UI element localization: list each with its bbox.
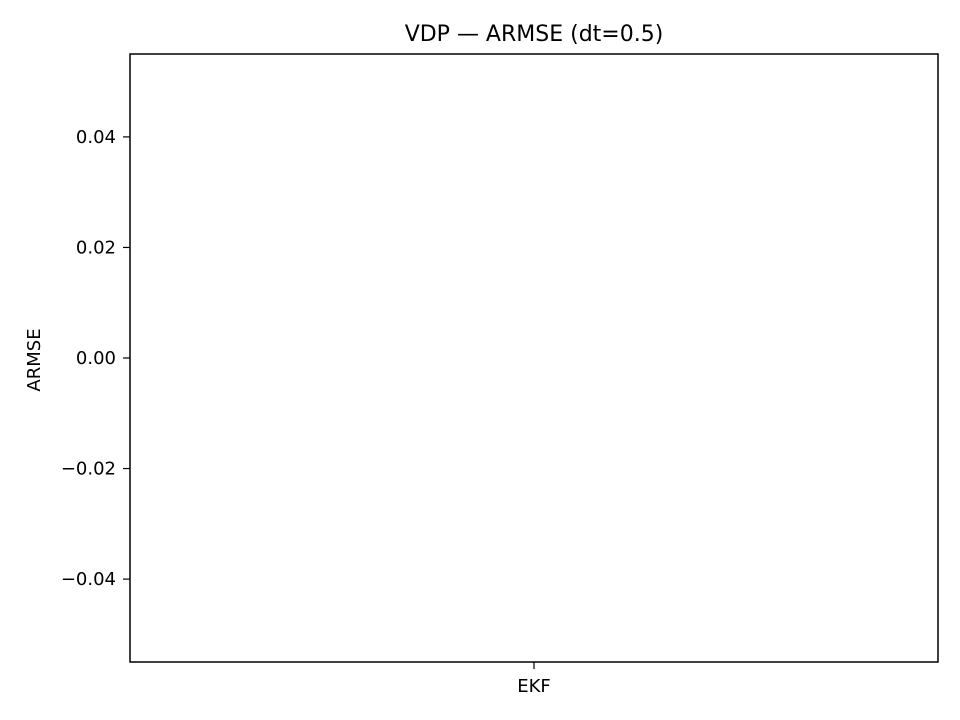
chart-title: VDP — ARMSE (dt=0.5) (405, 22, 664, 47)
y-axis-label: ARMSE (24, 328, 45, 391)
y-tick-label: 0.04 (76, 127, 116, 148)
y-tick-label: 0.02 (76, 237, 116, 258)
y-tick-label: −0.02 (61, 459, 116, 480)
y-axis: 0.04 0.02 0.00 −0.02 −0.04 (61, 127, 130, 590)
x-axis: EKF (517, 662, 551, 697)
x-tick-label: EKF (517, 676, 551, 697)
y-tick-label: −0.04 (61, 569, 116, 590)
y-tick-label: 0.00 (76, 348, 116, 369)
plot-area (129, 53, 939, 663)
